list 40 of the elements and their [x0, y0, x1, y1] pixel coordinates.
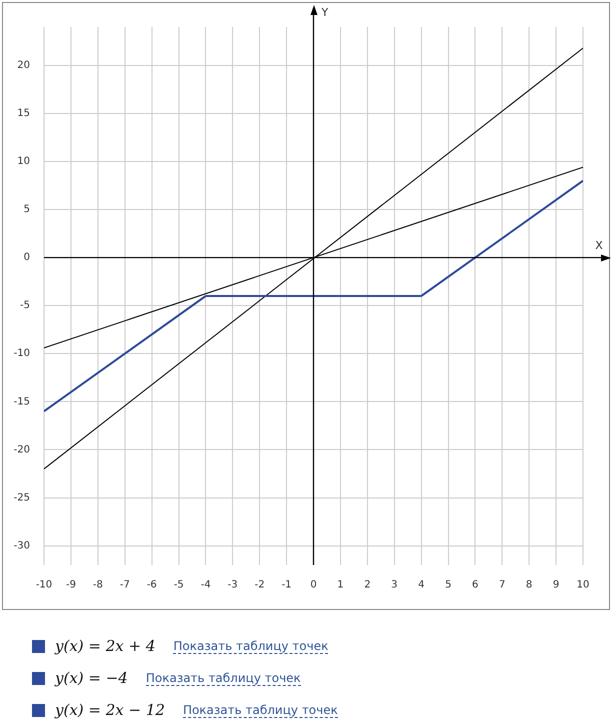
- x-tick-label: 9: [552, 580, 560, 591]
- y-tick-label: 5: [24, 204, 30, 216]
- text: Показать таблицу точек: [182, 702, 338, 718]
- x-tick-label: -1: [282, 580, 292, 591]
- x-axis-title: X: [595, 238, 604, 252]
- x-tick-label: 4: [418, 580, 424, 591]
- text: Показать таблицу точек: [173, 638, 328, 654]
- legend-label: y(x) = 2x + 4: [55, 637, 156, 655]
- legend-label: y(x) = 2x − 12: [55, 701, 165, 719]
- y-tick-label: -15: [14, 396, 30, 408]
- x-tick-label: 8: [526, 580, 532, 591]
- x-tick-label: 5: [445, 580, 452, 591]
- x-tick-label: -10: [36, 580, 52, 591]
- y-tick-label: 0: [24, 252, 30, 264]
- x-tick-label: 3: [391, 580, 398, 591]
- y-tick-label: -20: [14, 444, 30, 456]
- x-tick-label: -9: [66, 580, 76, 591]
- x-tick-label: -3: [228, 580, 238, 591]
- x-tick-label: -8: [92, 580, 103, 591]
- x-tick-label: 7: [498, 580, 506, 591]
- x-tick-label: -7: [120, 580, 130, 591]
- x-tick-label: -2: [254, 580, 265, 591]
- x-tick-label: 1: [337, 580, 344, 591]
- x-tick-label: -5: [174, 580, 184, 591]
- y-tick-label: 15: [17, 108, 30, 120]
- y-tick-label: -5: [20, 300, 30, 312]
- x-tick-label: 10: [576, 580, 590, 591]
- x-tick-label: -4: [200, 580, 211, 591]
- x-tick-label: 2: [364, 580, 371, 591]
- y-tick-label: -30: [14, 540, 30, 552]
- text: Показать таблицу точек: [146, 670, 301, 686]
- y-axis-title: Y: [320, 6, 328, 19]
- x-tick-label: -6: [146, 580, 157, 591]
- y-tick-label: 20: [17, 60, 30, 72]
- y-tick-label: -10: [14, 348, 30, 360]
- legend-label: y(x) = −4: [55, 669, 128, 687]
- x-tick-label: 6: [472, 580, 478, 591]
- x-tick-label: 0: [310, 580, 317, 591]
- y-tick-label: 10: [17, 156, 30, 168]
- y-tick-label: -25: [14, 492, 30, 504]
